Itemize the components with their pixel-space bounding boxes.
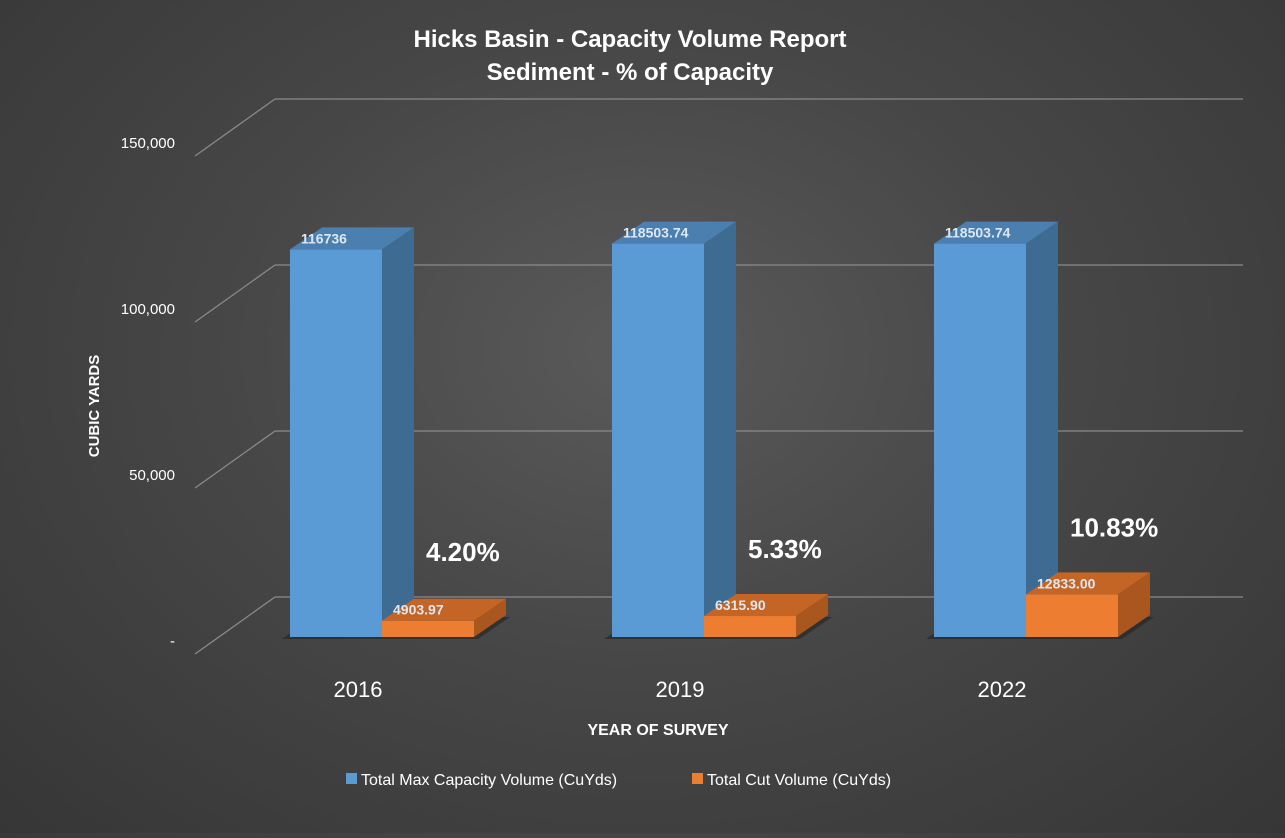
- data-label: 6315.90: [715, 597, 766, 613]
- bar-side: [1026, 221, 1058, 638]
- bar: [382, 620, 474, 637]
- bar-top: [290, 227, 414, 250]
- bar-side: [382, 227, 414, 638]
- data-label: 4903.97: [393, 602, 444, 618]
- bar: [612, 243, 704, 638]
- gridline-diagonal: [194, 98, 276, 157]
- bar: [934, 243, 1026, 638]
- legend: Total Max Capacity Volume (CuYds) Total C…: [346, 772, 891, 789]
- bar-side: [474, 598, 506, 637]
- y-tick-label: 50,000: [129, 467, 175, 484]
- y-tick-label: -: [170, 633, 175, 650]
- data-label: 118503.74: [623, 225, 689, 241]
- bar-top: [934, 221, 1058, 244]
- bar: [290, 249, 382, 638]
- bar: [1026, 594, 1118, 637]
- gridline-diagonal: [194, 264, 276, 323]
- x-axis-label: YEAR OF SURVEY: [587, 722, 728, 739]
- chart-title: Hicks Basin - Capacity Volume Report: [413, 26, 846, 53]
- chart-subtitle: Sediment - % of Capacity: [487, 59, 774, 86]
- legend-swatch: [692, 773, 703, 784]
- bar-top: [1026, 572, 1150, 595]
- bar-top: [704, 594, 828, 617]
- bar-side: [1118, 572, 1150, 637]
- bar-side: [796, 594, 828, 637]
- legend-label: Total Max Capacity Volume (CuYds): [361, 772, 617, 789]
- percentage-annotation: 4.20%: [426, 537, 500, 567]
- legend-swatch: [346, 773, 357, 784]
- percentage-annotation: 5.33%: [748, 534, 822, 564]
- x-tick-label: 2016: [334, 677, 383, 702]
- data-label: 12833.00: [1037, 575, 1096, 591]
- bar-top: [612, 221, 736, 244]
- y-axis-label: CUBIC YARDS: [86, 355, 103, 458]
- y-tick-label: 100,000: [121, 301, 175, 318]
- bar: [704, 616, 796, 637]
- percentage-annotation: 10.83%: [1070, 512, 1158, 542]
- gridline-diagonal: [194, 596, 276, 655]
- data-label: 116736: [301, 230, 347, 246]
- bar-top: [382, 598, 506, 621]
- gridline-diagonal: [194, 430, 276, 489]
- x-tick-label: 2022: [978, 677, 1027, 702]
- y-tick-label: 150,000: [121, 135, 175, 152]
- x-tick-label: 2019: [656, 677, 705, 702]
- data-label: 118503.74: [945, 225, 1011, 241]
- bar-side: [704, 221, 736, 638]
- legend-label: Total Cut Volume (CuYds): [707, 772, 891, 789]
